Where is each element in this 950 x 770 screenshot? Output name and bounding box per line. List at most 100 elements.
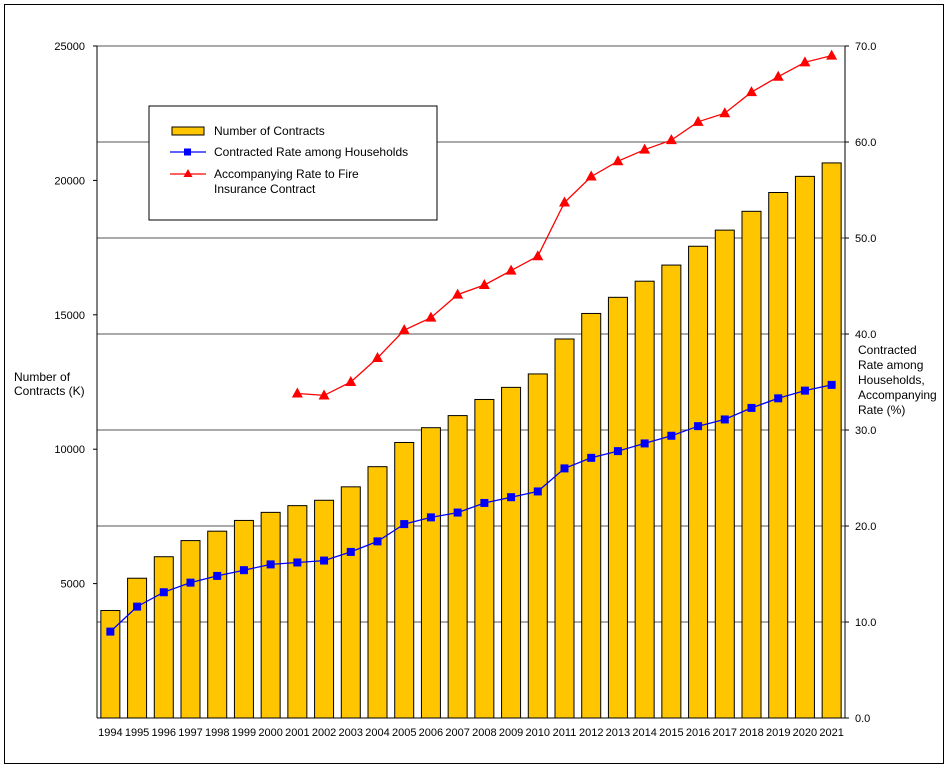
- bar: [688, 245, 709, 719]
- triangle-marker: [559, 196, 570, 207]
- x-tick-label: 2013: [606, 727, 630, 739]
- right-tick-label: 50.0: [855, 233, 876, 245]
- right-tick-label: 40.0: [855, 329, 876, 341]
- bar: [420, 427, 441, 719]
- bar: [367, 466, 388, 719]
- bar: [581, 312, 602, 719]
- bar: [794, 175, 815, 719]
- triangle-marker: [612, 155, 624, 166]
- axis-label-line: Contracted: [858, 343, 917, 357]
- right-tick-label: 70.0: [855, 41, 876, 53]
- bar: [554, 338, 575, 719]
- x-tick-label: 2021: [819, 727, 843, 739]
- right-tick-label: 60.0: [855, 137, 876, 149]
- x-tick-label: 2020: [793, 727, 817, 739]
- x-tick-label: 1999: [232, 727, 256, 739]
- triangle-marker: [291, 387, 303, 398]
- legend-label: Contracted Rate among Households: [214, 145, 408, 159]
- square-marker: [453, 508, 462, 517]
- x-tick-label: 2017: [713, 727, 737, 739]
- series-markers: [106, 49, 838, 636]
- triangle-marker: [398, 324, 410, 335]
- left-tick-label: 5000: [61, 579, 85, 591]
- x-tick-label: 1994: [98, 727, 122, 739]
- x-tick-label: 2012: [579, 727, 603, 739]
- bar: [474, 398, 495, 719]
- square-marker: [774, 394, 783, 403]
- bar: [447, 415, 468, 719]
- triangle-marker: [532, 250, 544, 261]
- x-tick-label: 2011: [553, 727, 577, 739]
- axis-label-line: Rate (%): [858, 403, 905, 417]
- right-tick-label: 10.0: [855, 617, 876, 629]
- x-tick-label: 2001: [285, 727, 309, 739]
- x-tick-label: 2006: [419, 727, 443, 739]
- square-marker: [694, 422, 703, 431]
- x-tick-label: 2014: [632, 727, 656, 739]
- legend-label: Insurance Contract: [214, 182, 316, 196]
- x-tick-label: 2003: [339, 727, 363, 739]
- left-tick-label: 10000: [54, 444, 85, 456]
- triangle-marker: [826, 49, 838, 60]
- bar: [127, 577, 148, 719]
- square-marker: [320, 556, 329, 565]
- bar: [180, 540, 201, 719]
- triangle-marker: [585, 170, 597, 181]
- x-axis-ticks: 1994 1995 1996 1997 1998 1999 2000 2001 2002 2003…: [98, 727, 844, 739]
- square-marker: [480, 498, 489, 507]
- bar: [207, 530, 228, 719]
- triangle-marker: [318, 389, 330, 400]
- x-tick-label: 2016: [686, 727, 710, 739]
- bar: [634, 280, 655, 719]
- square-marker: [400, 520, 409, 529]
- left-axis-label: Number of Contracts (K): [14, 370, 85, 398]
- bar: [394, 441, 415, 719]
- triangle-marker: [425, 311, 437, 322]
- x-tick-label: 1995: [125, 727, 149, 739]
- square-marker: [266, 560, 275, 569]
- legend: Number of Contracts Contracted Rate among…: [148, 105, 438, 221]
- right-tick-label: 20.0: [855, 521, 876, 533]
- legend-swatch-bar: [171, 126, 205, 136]
- x-tick-label: 2010: [526, 727, 550, 739]
- bar: [501, 386, 522, 719]
- left-tick-label: 15000: [54, 310, 85, 322]
- triangle-marker: [665, 134, 677, 145]
- square-marker: [800, 386, 809, 395]
- x-tick-label: 2002: [312, 727, 336, 739]
- square-marker: [560, 464, 569, 473]
- x-tick-label: 1996: [152, 727, 176, 739]
- x-tick-label: 1998: [205, 727, 229, 739]
- triangle-marker: [452, 288, 464, 299]
- chart-frame: [4, 4, 944, 764]
- axis-label-line: Number of: [14, 370, 71, 384]
- x-tick-label: 2004: [365, 727, 389, 739]
- right-axis-label: Contracted Rate among Households, Accompany…: [858, 343, 937, 417]
- x-tick-label: 2000: [258, 727, 282, 739]
- triangle-marker: [372, 352, 383, 362]
- x-tick-label: 2018: [739, 727, 763, 739]
- bar: [153, 556, 174, 719]
- bar: [768, 191, 789, 719]
- square-marker: [133, 602, 142, 611]
- triangle-marker: [799, 56, 811, 67]
- bar: [607, 296, 628, 719]
- x-tick-label: 2009: [499, 727, 523, 739]
- triangle-marker: [505, 264, 517, 275]
- legend-triangle-marker: [183, 169, 193, 177]
- left-tick-label: 25000: [54, 41, 85, 53]
- square-marker: [667, 431, 676, 440]
- bar: [741, 210, 762, 719]
- left-tick-label: 20000: [54, 175, 85, 187]
- bar: [527, 373, 548, 719]
- square-marker: [827, 380, 836, 389]
- left-axis-ticks: 5000 10000 15000 20000 25000: [54, 41, 97, 591]
- square-marker: [159, 588, 168, 597]
- square-marker: [346, 547, 355, 556]
- bar: [340, 486, 361, 719]
- bars: [100, 162, 842, 719]
- axes: [96, 46, 846, 719]
- triangle-marker: [345, 376, 357, 386]
- x-tick-label: 2005: [392, 727, 416, 739]
- triangle-marker: [692, 115, 704, 126]
